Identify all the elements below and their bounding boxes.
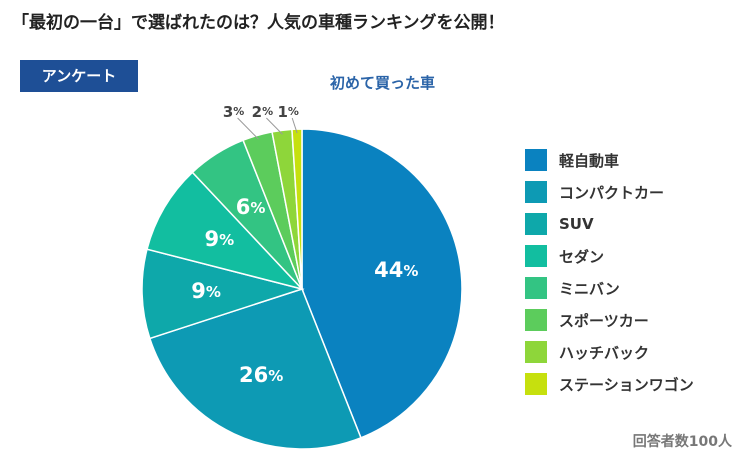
legend-label: セダン — [559, 247, 605, 266]
legend-swatch — [525, 181, 547, 203]
pie-slice — [141, 248, 305, 340]
pie-slice — [301, 128, 463, 439]
data-label: 44% — [374, 258, 418, 282]
data-label: 6% — [236, 195, 266, 219]
legend-label: ハッチバック — [559, 343, 650, 362]
legend-swatch — [525, 341, 547, 363]
legend-item: ミニバン — [525, 272, 694, 304]
respondents-note: 回答者数100人 — [632, 434, 732, 450]
legend-label: 軽自動車 — [559, 151, 620, 170]
legend-item: ハッチバック — [525, 336, 694, 368]
legend-item: セダン — [525, 240, 694, 272]
legend-label: SUV — [559, 215, 594, 233]
leader-line — [237, 117, 259, 140]
leader-line — [266, 117, 283, 135]
legend-swatch — [525, 149, 547, 171]
pie-slice — [148, 288, 362, 450]
legend-swatch — [525, 373, 547, 395]
legend-swatch — [525, 245, 547, 267]
legend-item: コンパクトカー — [525, 176, 694, 208]
data-label: 1% — [277, 103, 298, 121]
legend: 軽自動車コンパクトカー SUV セダンミニバンスポーツカー ハッチバックステーションワ… — [525, 144, 694, 400]
pie-slice — [291, 128, 303, 290]
leader-line — [291, 117, 298, 134]
legend-label: ステーションワゴン — [559, 375, 694, 394]
chart-title: 初めて買った車 — [330, 74, 436, 92]
legend-swatch — [525, 277, 547, 299]
legend-item: ステーションワゴン — [525, 368, 694, 400]
data-label: 9% — [191, 279, 221, 303]
legend-label: スポーツカー — [559, 311, 649, 330]
legend-label: コンパクトカー — [559, 183, 665, 202]
legend-swatch — [525, 309, 547, 331]
page-title: 「最初の一台」で選ばれたのは？人気の車種ランキングを公開！ — [12, 13, 505, 33]
legend-swatch — [525, 213, 547, 235]
data-label: 3% — [223, 103, 244, 121]
data-label: 26% — [239, 363, 283, 387]
data-label: 9% — [205, 227, 235, 251]
legend-item: スポーツカー — [525, 304, 694, 336]
data-label: 2% — [252, 103, 273, 121]
legend-item: SUV — [525, 208, 694, 240]
survey-badge: アンケート — [20, 60, 138, 92]
legend-item: 軽自動車 — [525, 144, 694, 176]
legend-label: ミニバン — [559, 279, 620, 298]
pie-slice — [146, 171, 305, 291]
